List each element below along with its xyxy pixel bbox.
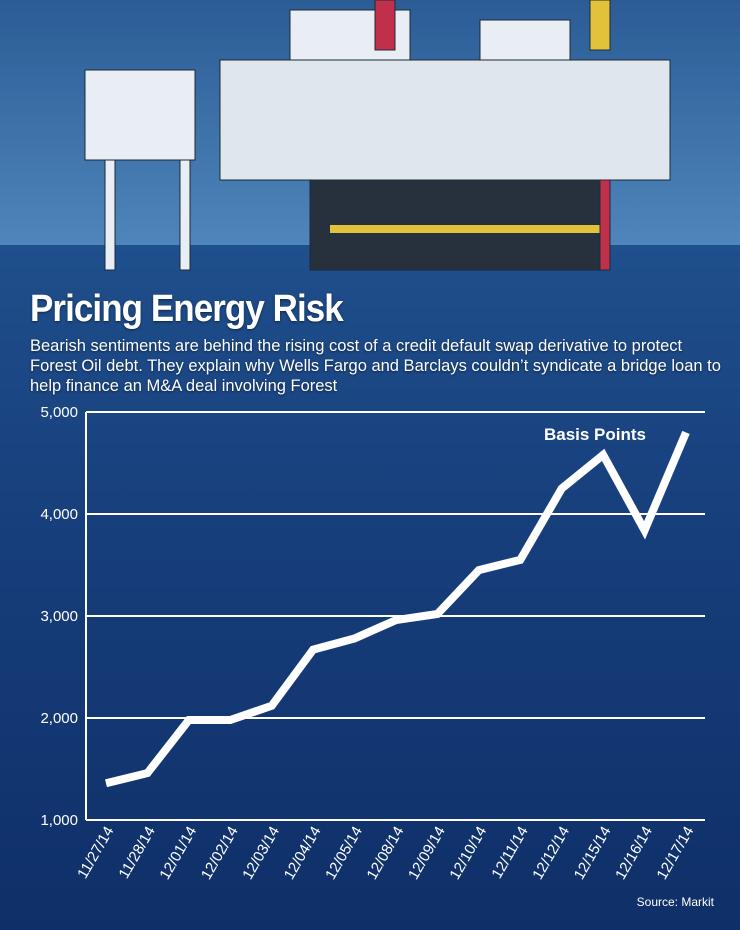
series-label: Basis Points — [544, 425, 646, 444]
y-tick-label: 4,000 — [40, 506, 78, 523]
source-note: Source: Markit — [637, 895, 715, 909]
oil-rig — [84, 0, 671, 271]
chart-title: Pricing Energy Risk — [30, 288, 344, 330]
data-line — [105, 430, 690, 788]
y-tick-label: 3,000 — [40, 608, 78, 625]
y-tick-label: 1,000 — [40, 812, 78, 829]
y-tick-label: 2,000 — [40, 710, 78, 727]
sea — [0, 245, 740, 930]
chart-subtitle: Bearish sentiments are behind the rising… — [30, 337, 721, 395]
y-tick-label: 5,000 — [40, 404, 78, 421]
